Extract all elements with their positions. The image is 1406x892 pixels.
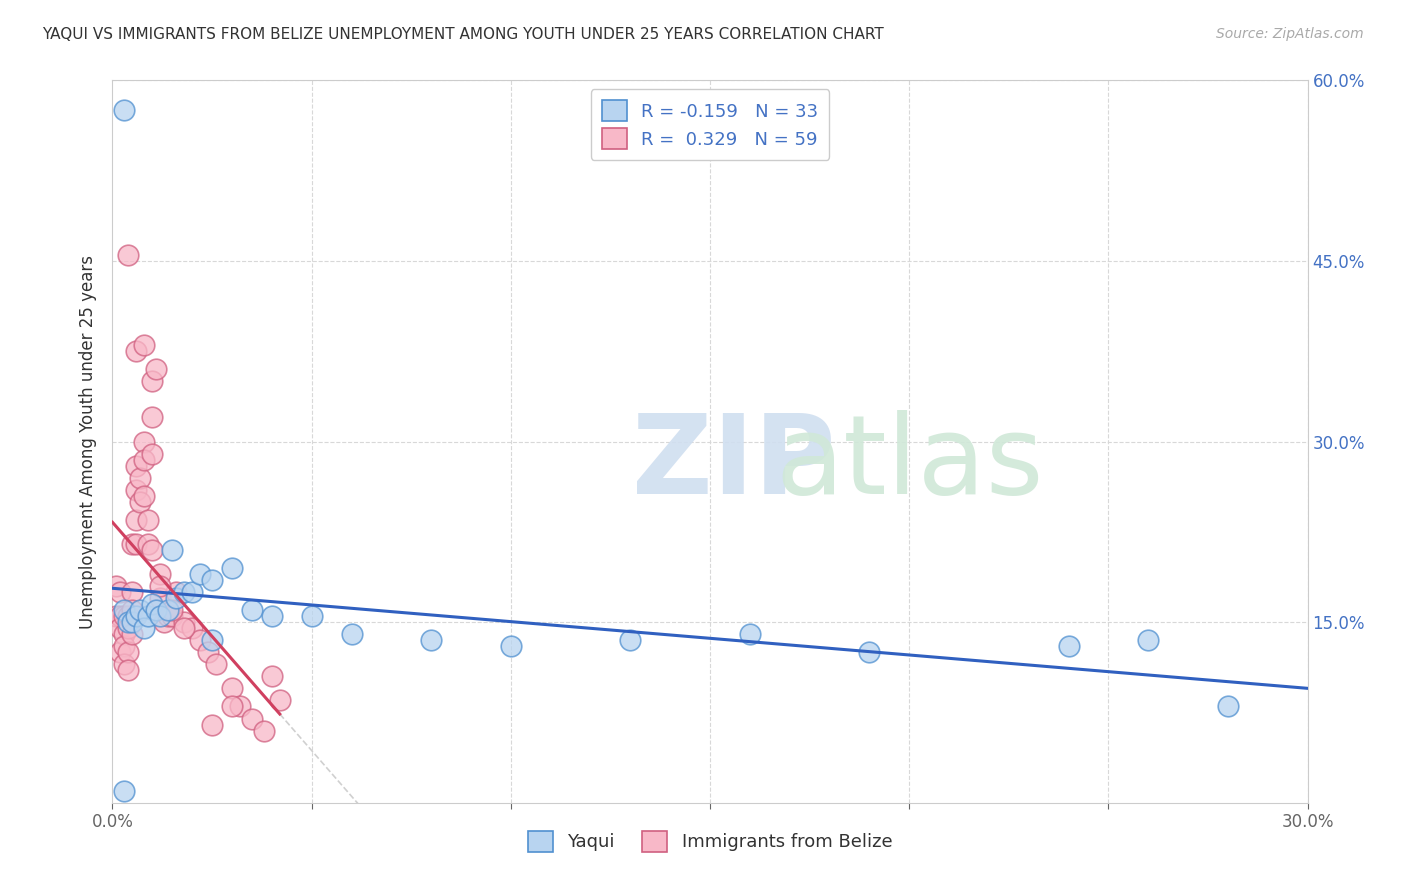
- Point: [499, 639, 522, 653]
- Point: [420, 633, 443, 648]
- Point: [301, 609, 323, 624]
- Point: [114, 639, 135, 653]
- Point: [165, 591, 187, 605]
- Point: [117, 621, 139, 635]
- Point: [141, 446, 163, 460]
- Point: [117, 609, 139, 624]
- Point: [340, 627, 363, 641]
- Point: [134, 338, 156, 352]
- Point: [738, 627, 761, 641]
- Point: [114, 609, 135, 624]
- Point: [269, 693, 291, 707]
- Point: [197, 645, 219, 659]
- Point: [253, 723, 276, 738]
- Point: [105, 579, 128, 593]
- Point: [157, 603, 180, 617]
- Point: [121, 537, 143, 551]
- Point: [149, 567, 172, 582]
- Point: [138, 537, 160, 551]
- Point: [157, 609, 180, 624]
- Point: [117, 248, 139, 262]
- Point: [121, 603, 143, 617]
- Text: YAQUI VS IMMIGRANTS FROM BELIZE UNEMPLOYMENT AMONG YOUTH UNDER 25 YEARS CORRELAT: YAQUI VS IMMIGRANTS FROM BELIZE UNEMPLOY…: [42, 27, 884, 42]
- Point: [149, 609, 172, 624]
- Point: [110, 645, 132, 659]
- Point: [121, 615, 143, 630]
- Point: [229, 699, 252, 714]
- Point: [1137, 633, 1160, 648]
- Point: [1057, 639, 1080, 653]
- Point: [260, 609, 283, 624]
- Point: [188, 567, 211, 582]
- Point: [145, 362, 167, 376]
- Point: [162, 542, 183, 557]
- Point: [141, 374, 163, 388]
- Point: [173, 621, 195, 635]
- Point: [138, 513, 160, 527]
- Point: [145, 603, 167, 617]
- Point: [125, 344, 148, 359]
- Point: [221, 699, 243, 714]
- Point: [129, 494, 152, 508]
- Point: [134, 489, 156, 503]
- Point: [117, 615, 139, 630]
- Point: [114, 603, 135, 617]
- Point: [165, 585, 187, 599]
- Point: [162, 603, 183, 617]
- Legend: Yaqui, Immigrants from Belize: Yaqui, Immigrants from Belize: [520, 823, 900, 859]
- Text: ZIP: ZIP: [633, 409, 835, 516]
- Point: [141, 597, 163, 611]
- Point: [221, 681, 243, 696]
- Point: [201, 633, 224, 648]
- Point: [173, 585, 195, 599]
- Text: Source: ZipAtlas.com: Source: ZipAtlas.com: [1216, 27, 1364, 41]
- Point: [181, 621, 204, 635]
- Point: [125, 609, 148, 624]
- Point: [105, 609, 128, 624]
- Point: [260, 669, 283, 683]
- Point: [858, 645, 880, 659]
- Point: [129, 603, 152, 617]
- Point: [125, 458, 148, 473]
- Point: [141, 410, 163, 425]
- Point: [125, 483, 148, 497]
- Point: [114, 784, 135, 798]
- Point: [173, 615, 195, 630]
- Point: [181, 585, 204, 599]
- Point: [134, 434, 156, 449]
- Point: [149, 579, 172, 593]
- Point: [619, 633, 641, 648]
- Point: [134, 452, 156, 467]
- Point: [114, 657, 135, 672]
- Point: [153, 615, 176, 630]
- Point: [201, 573, 224, 587]
- Point: [149, 591, 172, 605]
- Point: [138, 609, 160, 624]
- Point: [125, 513, 148, 527]
- Point: [114, 103, 135, 118]
- Point: [240, 712, 263, 726]
- Point: [201, 717, 224, 731]
- Point: [221, 561, 243, 575]
- Point: [110, 585, 132, 599]
- Point: [141, 542, 163, 557]
- Point: [162, 609, 183, 624]
- Point: [129, 470, 152, 484]
- Point: [117, 645, 139, 659]
- Text: atlas: atlas: [776, 409, 1045, 516]
- Point: [240, 603, 263, 617]
- Point: [110, 621, 132, 635]
- Point: [205, 657, 228, 672]
- Point: [114, 627, 135, 641]
- Y-axis label: Unemployment Among Youth under 25 years: Unemployment Among Youth under 25 years: [79, 254, 97, 629]
- Point: [117, 664, 139, 678]
- Point: [1216, 699, 1239, 714]
- Point: [134, 621, 156, 635]
- Point: [110, 609, 132, 624]
- Point: [121, 585, 143, 599]
- Point: [125, 537, 148, 551]
- Point: [188, 633, 211, 648]
- Point: [121, 627, 143, 641]
